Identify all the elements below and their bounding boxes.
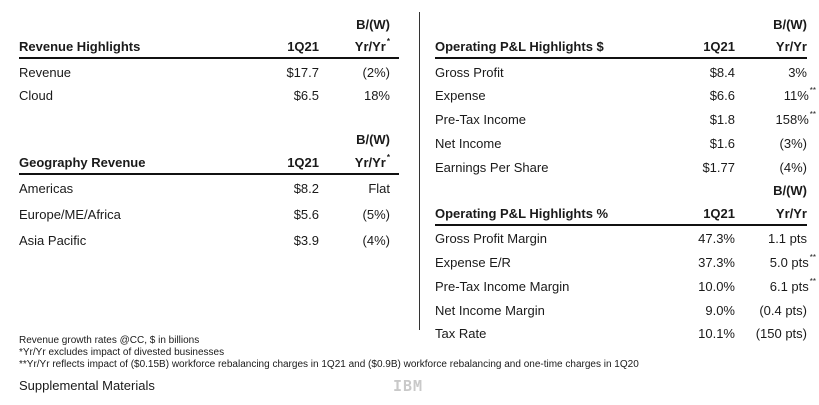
row-label: Americas [19, 181, 74, 196]
footnote-marker: ** [809, 253, 816, 262]
row-label: Expense E/R [435, 255, 511, 270]
row-label: Pre-Tax Income Margin [435, 279, 570, 294]
row-value: $6.6 [709, 88, 735, 103]
row-change: (150 pts) [755, 326, 807, 341]
row-value: 10.0% [698, 279, 735, 294]
row-label: Net Income [435, 136, 502, 151]
footnote-marker: ** [809, 86, 816, 95]
header-rule [19, 173, 399, 175]
row-change: 158%** [775, 110, 816, 127]
revenue-col-period: 1Q21 [287, 39, 319, 54]
row-label: Asia Pacific [19, 233, 87, 248]
row-label: Expense [435, 88, 486, 103]
row-change: 5.0 pts** [769, 253, 816, 270]
row-value: $5.6 [293, 207, 319, 222]
footnote-marker: ** [809, 110, 816, 119]
revenue-title: Revenue Highlights [19, 39, 141, 54]
row-value: 37.3% [698, 255, 735, 270]
geography-title: Geography Revenue [19, 155, 146, 170]
row-change: 18% [363, 88, 390, 103]
row-change: 3% [788, 65, 807, 80]
row-label: Gross Profit Margin [435, 231, 547, 246]
row-change: 1.1 pts [767, 231, 807, 246]
column-divider [419, 12, 420, 330]
header-rule [19, 57, 399, 59]
ibm-logo: IBM [393, 377, 424, 395]
pl-percent-col-period: 1Q21 [703, 206, 735, 221]
pl-percent-title: Operating P&L Highlights % [435, 206, 609, 221]
row-label: Revenue [19, 65, 72, 80]
row-label: Net Income Margin [435, 303, 545, 318]
row-value: $8.4 [709, 65, 735, 80]
row-label: Earnings Per Share [435, 160, 549, 175]
pl-dollars-col-period: 1Q21 [703, 39, 735, 54]
header-rule [435, 224, 807, 226]
row-label: Tax Rate [435, 326, 487, 341]
footnote-line: Revenue growth rates @CC, $ in billions [19, 335, 200, 346]
row-value: $3.9 [293, 233, 319, 248]
row-change: (3%) [779, 136, 807, 151]
geography-col-yy: Yr/Yr* [354, 153, 390, 170]
row-value: 9.0% [705, 303, 735, 318]
row-value: $17.7 [286, 65, 319, 80]
row-value: $6.5 [293, 88, 319, 103]
geography-col-period: 1Q21 [287, 155, 319, 170]
row-label: Gross Profit [435, 65, 504, 80]
footnote-marker: * [386, 153, 390, 162]
pl-dollars-col-yy: Yr/Yr [775, 39, 807, 54]
pl-dollars-title: Operating P&L Highlights $ [435, 39, 604, 54]
row-value: 10.1% [698, 326, 735, 341]
row-change: (5%) [362, 207, 390, 222]
supplemental-materials-label: Supplemental Materials [19, 378, 155, 393]
header-rule [435, 57, 807, 59]
row-change: (4%) [362, 233, 390, 248]
row-value: $1.77 [702, 160, 735, 175]
row-change: 6.1 pts** [769, 277, 816, 294]
row-change: Flat [368, 181, 390, 196]
row-change: (2%) [362, 65, 390, 80]
revenue-col-bw: B/(W) [356, 17, 390, 32]
pl-percent-col-bw: B/(W) [773, 183, 807, 198]
footnote-line: *Yr/Yr excludes impact of divested busin… [19, 347, 225, 358]
footnote-marker: ** [809, 277, 816, 286]
row-change: (0.4 pts) [759, 303, 807, 318]
pl-percent-col-yy: Yr/Yr [775, 206, 807, 221]
geography-col-bw: B/(W) [356, 132, 390, 147]
footnote-line: **Yr/Yr reflects impact of ($0.15B) work… [19, 359, 639, 370]
row-change: 11%** [783, 86, 816, 103]
row-label: Cloud [19, 88, 53, 103]
row-label: Europe/ME/Africa [19, 207, 121, 222]
pl-dollars-col-bw: B/(W) [773, 17, 807, 32]
row-value: 47.3% [698, 231, 735, 246]
row-change: (4%) [779, 160, 807, 175]
row-value: $8.2 [293, 181, 319, 196]
row-value: $1.6 [709, 136, 735, 151]
revenue-col-yy: Yr/Yr* [354, 37, 390, 54]
footnote-marker: * [386, 37, 390, 46]
row-value: $1.8 [709, 112, 735, 127]
row-label: Pre-Tax Income [435, 112, 527, 127]
